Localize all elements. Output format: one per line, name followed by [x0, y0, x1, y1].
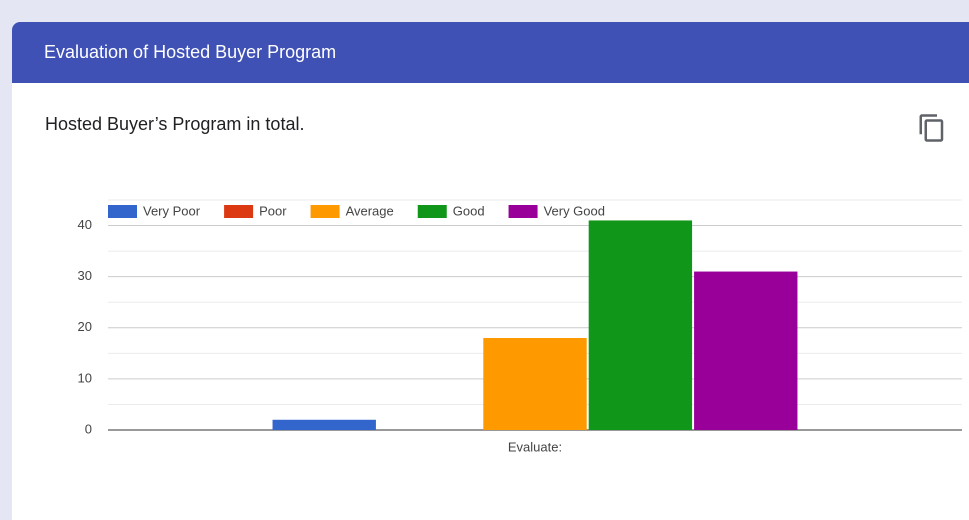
card: Evaluation of Hosted Buyer Program Hoste…	[12, 22, 969, 520]
legend-label: Very Poor	[143, 203, 201, 218]
legend-label: Average	[346, 203, 394, 218]
header-title: Evaluation of Hosted Buyer Program	[12, 22, 969, 83]
legend-swatch	[417, 205, 447, 218]
y-tick-label: 30	[78, 268, 92, 283]
bar	[483, 338, 587, 430]
bar	[588, 220, 693, 430]
bar	[694, 271, 798, 430]
y-tick-label: 10	[78, 370, 92, 385]
legend-label: Poor	[259, 203, 287, 218]
y-tick-label: 0	[85, 421, 92, 436]
bar	[272, 419, 376, 430]
legend-swatch	[224, 205, 254, 218]
legend-swatch	[310, 205, 340, 218]
legend-label: Very Good	[544, 203, 605, 218]
y-tick-label: 40	[78, 217, 92, 232]
y-tick-label: 20	[78, 319, 92, 334]
legend-swatch	[508, 205, 538, 218]
legend-swatch	[108, 205, 137, 218]
question-title: Hosted Buyer’s Program in total.	[45, 114, 305, 134]
legend-label: Good	[453, 203, 485, 218]
x-tick-label: Evaluate:	[508, 439, 562, 454]
copy-icon[interactable]	[917, 113, 947, 143]
